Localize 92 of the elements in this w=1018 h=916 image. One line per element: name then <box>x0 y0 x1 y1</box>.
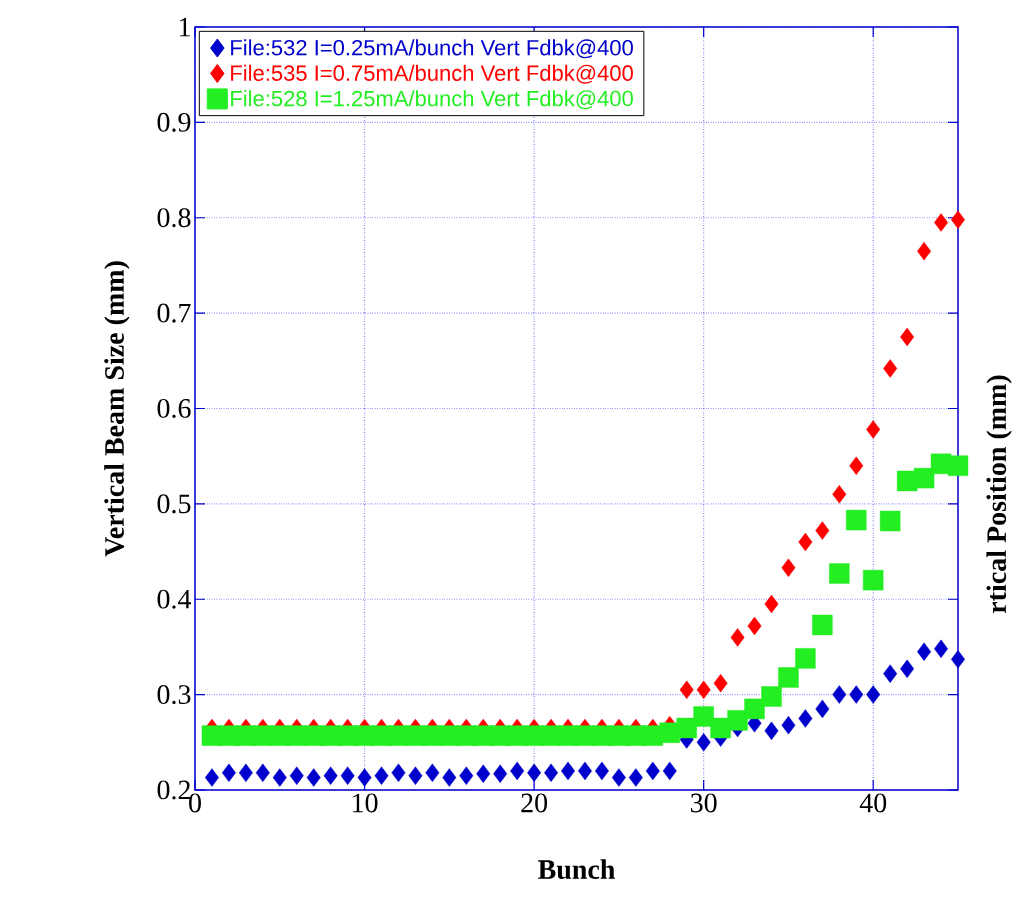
point <box>883 664 898 683</box>
point <box>798 532 813 552</box>
point <box>866 685 881 704</box>
point <box>747 616 762 636</box>
point <box>544 763 559 783</box>
y-tick-label: 0.7 <box>157 303 191 323</box>
y-tick-label: 0.4 <box>157 589 192 609</box>
point <box>744 698 765 720</box>
point <box>764 721 779 741</box>
point <box>829 563 850 584</box>
y-tick-label: 0.8 <box>157 208 191 228</box>
legend-label: File:528 I=1.25mA/bunch Vert Fdbk@400 <box>231 90 633 110</box>
point <box>951 650 965 669</box>
point <box>866 420 881 439</box>
y-tick-label: 0.6 <box>157 398 191 418</box>
point <box>863 569 884 591</box>
point <box>459 766 474 785</box>
point <box>527 763 542 783</box>
y-tick-label: 0.3 <box>157 685 191 705</box>
point <box>696 733 711 752</box>
point <box>832 485 847 504</box>
point <box>934 639 948 659</box>
point <box>510 761 525 781</box>
point <box>679 680 694 700</box>
point <box>306 768 321 787</box>
legend-label: File:532 I=0.25mA/bunch Vert Fdbk@400 <box>231 39 633 59</box>
x-tick-label: 10 <box>353 793 378 813</box>
point <box>696 680 711 700</box>
point <box>900 327 915 347</box>
point <box>879 510 901 532</box>
point <box>917 642 932 661</box>
point <box>947 455 969 476</box>
point <box>476 764 491 783</box>
y-tick-label: 0.9 <box>157 112 191 132</box>
point <box>628 768 643 787</box>
x-tick-label: 40 <box>859 793 887 813</box>
point <box>761 686 782 707</box>
point <box>221 763 236 783</box>
point <box>781 558 796 577</box>
y-tick-label: 0.2 <box>157 780 190 800</box>
point <box>340 766 355 785</box>
point <box>832 685 847 704</box>
x-tick-label: 30 <box>691 793 717 813</box>
point <box>934 213 948 232</box>
point <box>391 763 406 783</box>
point <box>493 764 508 783</box>
point <box>578 761 592 781</box>
point <box>795 648 816 669</box>
point <box>900 659 915 679</box>
point <box>913 467 935 489</box>
point <box>289 766 304 785</box>
point <box>425 763 440 783</box>
point <box>778 667 799 688</box>
x-tick-label: 0 <box>189 793 201 813</box>
point <box>662 761 677 781</box>
x-axis-title: Bunch <box>538 859 615 880</box>
point <box>676 717 697 739</box>
point <box>730 628 745 647</box>
y2-axis-title: rtical Position (mm) <box>986 375 1012 614</box>
point <box>764 594 779 614</box>
point <box>645 761 660 781</box>
point <box>815 699 830 719</box>
point <box>205 768 219 787</box>
point <box>798 709 813 728</box>
point <box>272 768 287 787</box>
y-tick-label: 0.5 <box>157 494 191 514</box>
point <box>442 768 457 787</box>
point <box>374 766 389 785</box>
point <box>611 768 626 787</box>
point <box>238 763 253 783</box>
point <box>713 673 728 693</box>
point <box>815 521 830 540</box>
point <box>781 715 796 735</box>
point <box>846 509 867 531</box>
point <box>323 766 338 785</box>
point <box>561 761 575 781</box>
point <box>883 359 898 378</box>
y-tick-label: 1 <box>179 17 190 37</box>
point <box>357 768 372 787</box>
point <box>849 456 864 475</box>
point <box>812 614 833 636</box>
x-tick-label: 20 <box>521 793 548 813</box>
point <box>917 241 932 261</box>
y-axis-title: Vertical Beam Size (mm) <box>104 261 130 557</box>
point <box>951 210 965 229</box>
point <box>849 685 864 704</box>
point <box>727 710 748 731</box>
point <box>693 706 714 727</box>
point <box>255 763 270 783</box>
point <box>594 761 609 781</box>
legend-label: File:535 I=0.75mA/bunch Vert Fdbk@400 <box>231 64 633 84</box>
point <box>408 766 423 785</box>
